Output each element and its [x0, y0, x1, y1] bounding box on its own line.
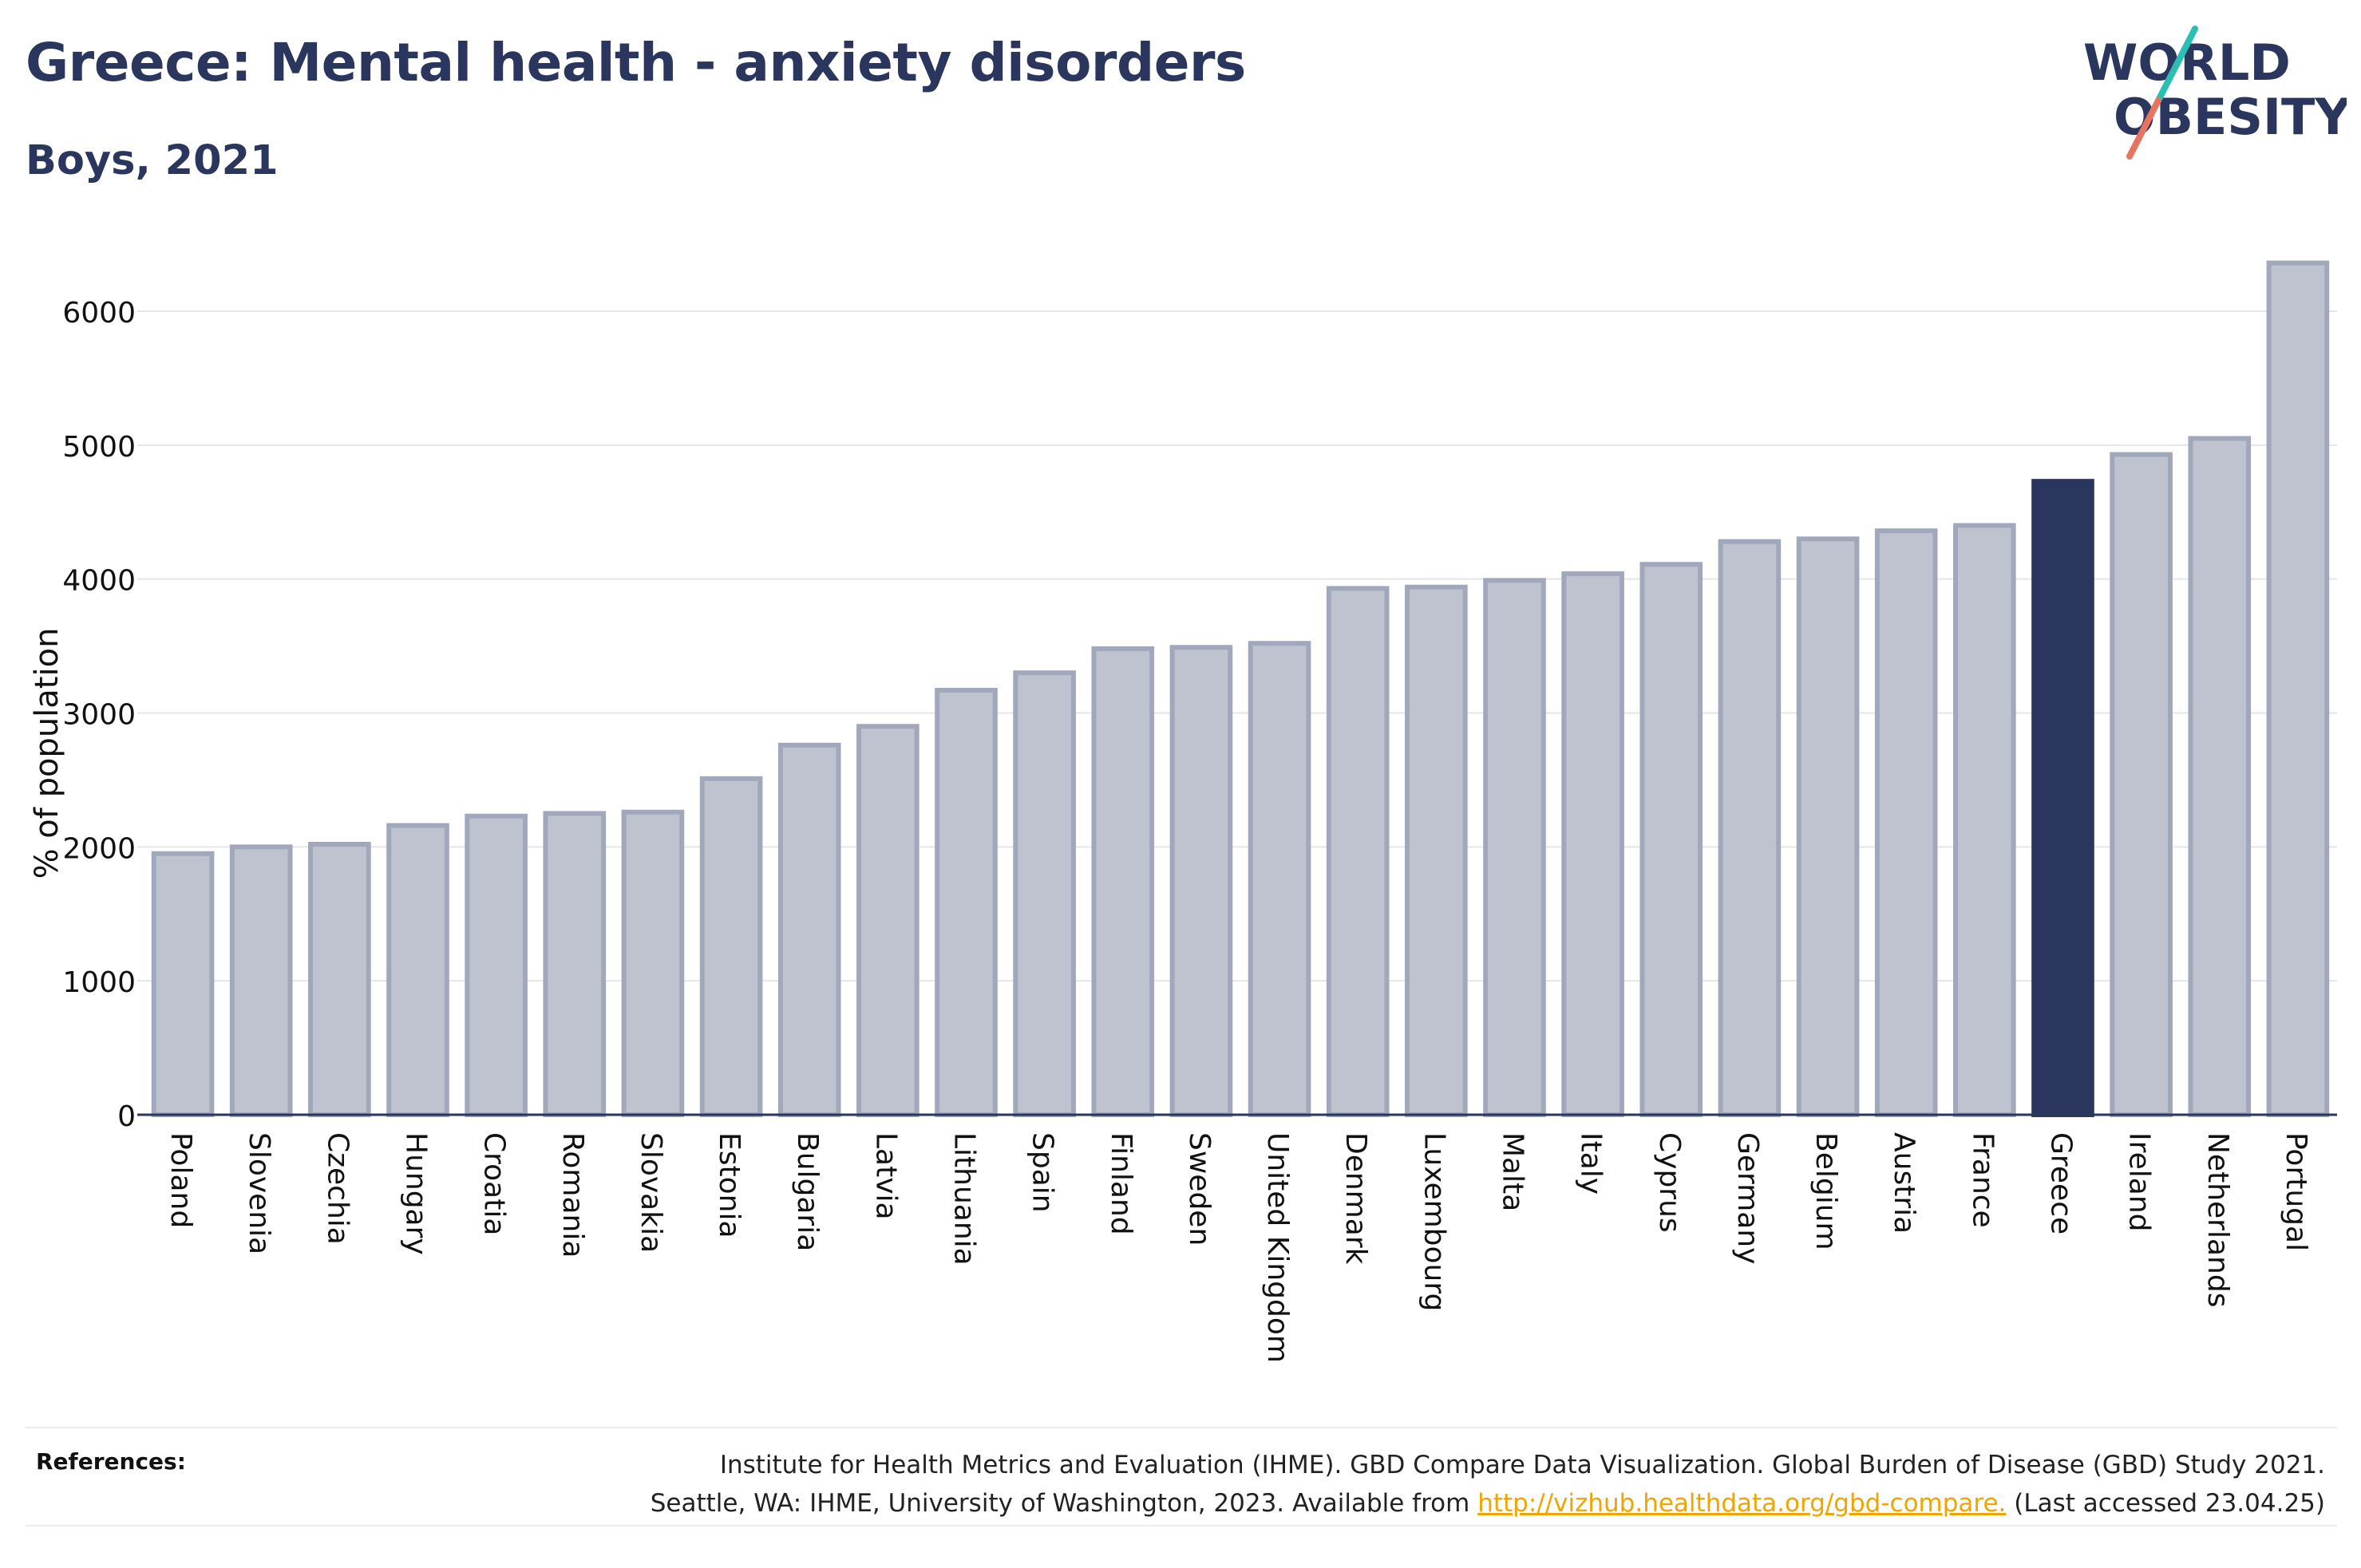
bar-bulgaria — [777, 742, 841, 1118]
bar-slovakia — [621, 809, 685, 1117]
references-line-2-prefix: Seattle, WA: IHME, University of Washing… — [650, 1489, 1478, 1518]
bar-finland — [1091, 646, 1155, 1117]
x-tick-label: Austria — [1888, 1132, 1920, 1234]
y-tick-label: 4000 — [62, 565, 136, 598]
x-tick-label: Poland — [164, 1132, 197, 1228]
y-tick-label: 1000 — [62, 966, 136, 999]
bar-italy — [1561, 571, 1624, 1117]
references-line-1: Institute for Health Metrics and Evaluat… — [719, 1451, 2325, 1479]
x-tick-label: Ireland — [2123, 1132, 2156, 1232]
footer-divider-bottom — [26, 1525, 2337, 1527]
bars-layer — [151, 260, 2330, 1118]
x-tick-label: Spain — [1026, 1132, 1059, 1213]
bar-latvia — [856, 724, 919, 1117]
x-tick-label: United Kingdom — [1261, 1132, 1294, 1363]
bar-france — [1953, 523, 2016, 1117]
world-obesity-logo: WORLD OBESITY — [2083, 26, 2347, 160]
logo-slash-top — [2155, 26, 2198, 104]
bar-chart: 0 1000 2000 3000 4000 5000 6000 Poland Slovenia C… — [29, 260, 2337, 1363]
x-tick-label: Slovenia — [243, 1132, 275, 1254]
x-tick-label: Italy — [1575, 1132, 1608, 1195]
bar-denmark — [1326, 586, 1390, 1117]
x-tick-label: Greece — [2045, 1132, 2078, 1234]
x-tick-label: Romania — [556, 1132, 589, 1258]
chart-title: Greece: Mental health - anxiety disorder… — [26, 32, 1246, 93]
bar-czechia — [308, 841, 371, 1118]
bar-cyprus — [1639, 562, 1703, 1117]
y-tick-label: 5000 — [62, 431, 136, 464]
references-line-2-suffix: (Last accessed 23.04.25) — [2006, 1489, 2325, 1518]
bar-germany — [1718, 539, 1782, 1117]
x-tick-label: Sweden — [1183, 1132, 1216, 1246]
y-axis-label: % of population — [29, 628, 65, 879]
x-tick-label: Hungary — [400, 1132, 433, 1255]
bar-malta — [1483, 578, 1546, 1117]
references-link[interactable]: http://vizhub.healthdata.org/gbd-compare… — [1477, 1489, 2007, 1518]
bar-estonia — [699, 776, 763, 1117]
y-tick-label: 3000 — [62, 699, 136, 732]
x-tick-label: Netherlands — [2201, 1132, 2234, 1307]
chart-subtitle: Boys, 2021 — [26, 137, 279, 184]
x-tick-label: Estonia — [713, 1132, 745, 1238]
bar-netherlands — [2188, 436, 2252, 1117]
references-line-2: Seattle, WA: IHME, University of Washing… — [651, 1484, 2325, 1523]
logo-slash-bottom — [2126, 97, 2161, 160]
x-tick-label: Germany — [1731, 1132, 1764, 1264]
x-tick-label: Portugal — [2280, 1132, 2312, 1251]
x-tick-label: Lithuania — [948, 1132, 981, 1266]
bar-greece — [2031, 479, 2094, 1117]
bar-poland — [151, 851, 215, 1117]
x-tick-label: Czechia — [321, 1132, 354, 1245]
x-tick-label: Slovakia — [635, 1132, 667, 1253]
references-text: Institute for Health Metrics and Evaluat… — [651, 1446, 2325, 1523]
references-label: References: — [36, 1448, 186, 1475]
bar-luxembourg — [1405, 584, 1468, 1117]
labels-layer: 0 1000 2000 3000 4000 5000 6000 Poland Slovenia C… — [62, 297, 2312, 1363]
x-tick-label: Cyprus — [1653, 1132, 1686, 1233]
x-tick-label: France — [1966, 1132, 1999, 1228]
x-tick-label: Latvia — [869, 1132, 902, 1220]
x-tick-label: Malta — [1497, 1132, 1529, 1211]
y-tick-label: 6000 — [62, 297, 136, 330]
bar-lithuania — [935, 687, 998, 1117]
x-tick-label: Denmark — [1339, 1132, 1372, 1265]
bar-united-kingdom — [1248, 641, 1311, 1117]
bar-romania — [543, 811, 607, 1117]
bar-croatia — [465, 813, 528, 1118]
x-tick-label: Belgium — [1809, 1132, 1842, 1250]
x-tick-label: Croatia — [478, 1132, 511, 1235]
bar-belgium — [1796, 536, 1860, 1117]
bar-austria — [1874, 528, 1938, 1117]
bar-hungary — [386, 823, 449, 1117]
y-tick-label: 2000 — [62, 832, 136, 865]
x-tick-label: Luxembourg — [1418, 1132, 1450, 1311]
bar-sweden — [1169, 645, 1233, 1117]
footer-divider-top — [26, 1427, 2337, 1428]
bar-slovenia — [229, 844, 293, 1118]
bar-ireland — [2110, 452, 2173, 1117]
x-tick-label: Finland — [1105, 1132, 1137, 1235]
y-tick-label: 0 — [117, 1100, 136, 1133]
x-tick-label: Bulgaria — [791, 1132, 824, 1251]
bar-portugal — [2266, 260, 2330, 1118]
bar-spain — [1013, 670, 1076, 1117]
